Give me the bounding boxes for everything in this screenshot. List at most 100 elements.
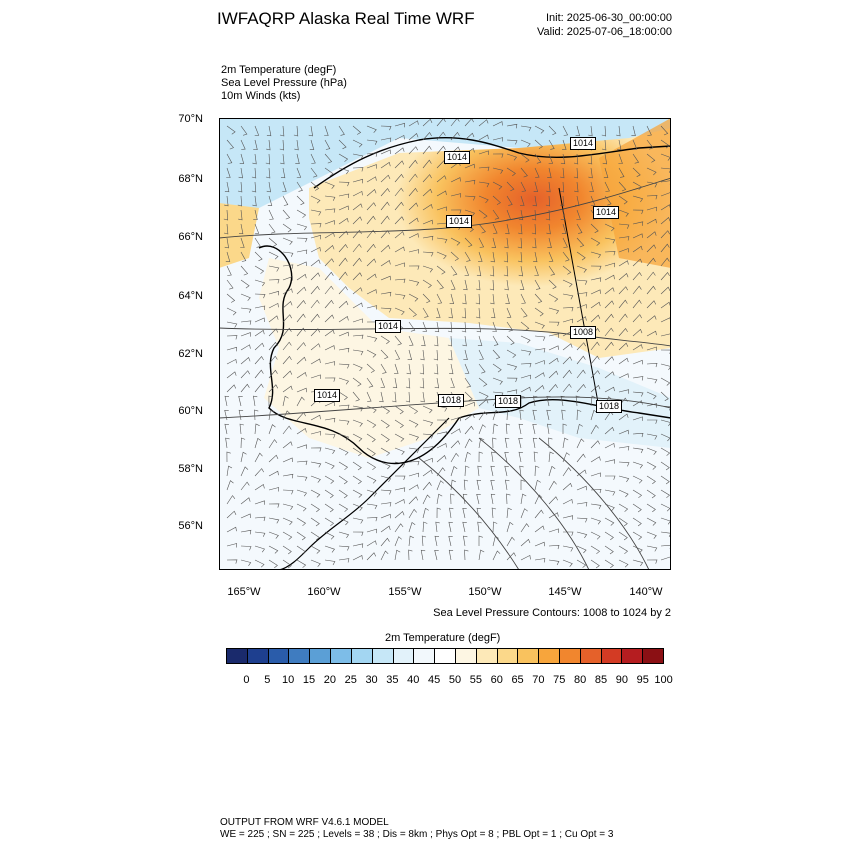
wind-barb <box>503 265 509 277</box>
wind-barb <box>408 202 419 211</box>
wind-barb <box>422 188 433 197</box>
wind-barb <box>618 236 630 241</box>
wind-barb <box>461 307 467 319</box>
wind-barb <box>646 517 657 526</box>
wind-barb <box>534 293 543 304</box>
wind-barb <box>422 481 432 491</box>
wind-barb <box>506 139 518 145</box>
wind-barb <box>476 507 481 519</box>
wind-barb <box>394 447 405 455</box>
wind-barb <box>380 161 391 169</box>
wind-barb <box>436 131 446 141</box>
border-line <box>558 187 600 409</box>
wind-barb <box>422 293 431 304</box>
wind-barb <box>576 517 588 523</box>
wind-barb <box>436 175 447 183</box>
wind-barb <box>548 265 556 276</box>
wind-barb <box>338 404 350 410</box>
wind-barb <box>604 274 615 281</box>
wind-barb <box>366 391 372 402</box>
wind-barb <box>223 209 229 221</box>
wind-barb <box>506 123 518 129</box>
wind-barb <box>254 409 259 421</box>
wind-barb <box>282 489 294 495</box>
wind-barb <box>506 167 516 177</box>
wind-barb <box>590 289 601 295</box>
colorbar-tick-label: 80 <box>574 674 587 686</box>
wind-barb <box>520 493 527 505</box>
wind-barb <box>240 139 246 150</box>
colorbar-cell <box>518 649 540 663</box>
wind-barb <box>366 489 377 497</box>
wind-barb <box>436 419 448 424</box>
wind-barb <box>408 159 418 169</box>
wind-barb <box>562 452 570 463</box>
wind-barb <box>366 139 378 145</box>
wind-barb <box>464 195 476 201</box>
wind-barb <box>279 125 285 137</box>
wind-barb <box>464 179 476 185</box>
wind-barb <box>646 362 658 368</box>
wind-barb <box>310 559 321 567</box>
wind-barb <box>394 187 404 197</box>
wind-barb <box>590 301 601 309</box>
interior-warm-area <box>309 128 671 358</box>
wind-barb <box>520 523 530 533</box>
wind-barb <box>420 349 425 361</box>
wind-barb <box>604 503 615 511</box>
variable-pressure: Sea Level Pressure (hPa) <box>221 77 347 89</box>
colorbar-tick-label: 75 <box>553 674 566 686</box>
wind-barb <box>590 223 599 233</box>
map-border <box>219 118 671 570</box>
lat-label: 70°N <box>178 113 203 125</box>
wind-barb <box>240 332 251 337</box>
wind-barb <box>450 428 461 435</box>
wind-barb <box>338 391 348 401</box>
wind-barb <box>618 223 630 229</box>
wind-barb <box>450 237 461 246</box>
slp-label: 1014 <box>593 206 620 219</box>
wind-barb <box>434 549 439 561</box>
wind-barb <box>296 249 308 255</box>
wind-barb <box>226 167 231 178</box>
wind-barb <box>380 433 390 443</box>
wind-barb <box>225 251 231 262</box>
wind-barb <box>254 237 261 248</box>
wind-barb <box>506 195 513 206</box>
wind-barb <box>282 264 294 269</box>
wind-barb <box>420 391 425 403</box>
colorbar-cell <box>560 649 581 663</box>
wind-barb <box>574 181 579 193</box>
wind-barb <box>254 125 260 136</box>
wind-barb <box>590 251 602 259</box>
wind-barb <box>296 181 303 192</box>
wind-barb <box>478 119 489 127</box>
wind-barb <box>562 265 572 275</box>
wind-barb <box>226 358 237 365</box>
wind-barb <box>518 223 523 235</box>
wind-barb <box>478 237 485 248</box>
wind-barb <box>506 209 512 220</box>
wind-barb <box>254 369 264 379</box>
wind-barb <box>394 461 406 468</box>
wind-barb <box>422 145 432 155</box>
wind-barb <box>366 433 376 443</box>
wind-barb <box>618 286 628 295</box>
wind-barb <box>618 517 628 527</box>
wind-barb <box>366 258 377 267</box>
wind-barb <box>590 488 602 494</box>
wind-barb <box>478 363 486 374</box>
wind-barb <box>632 167 641 177</box>
wind-barb <box>449 507 454 519</box>
wind-barb <box>366 202 376 211</box>
wind-barb <box>366 176 377 183</box>
wind-barb <box>532 237 537 249</box>
wind-barb <box>604 531 614 541</box>
wind-barb <box>534 321 545 329</box>
wind-barb <box>310 259 321 267</box>
wind-barb <box>226 307 237 316</box>
wind-barb <box>534 307 544 317</box>
wind-barb <box>296 313 306 323</box>
colorbar-cell <box>289 649 311 663</box>
wind-barb <box>517 237 523 249</box>
